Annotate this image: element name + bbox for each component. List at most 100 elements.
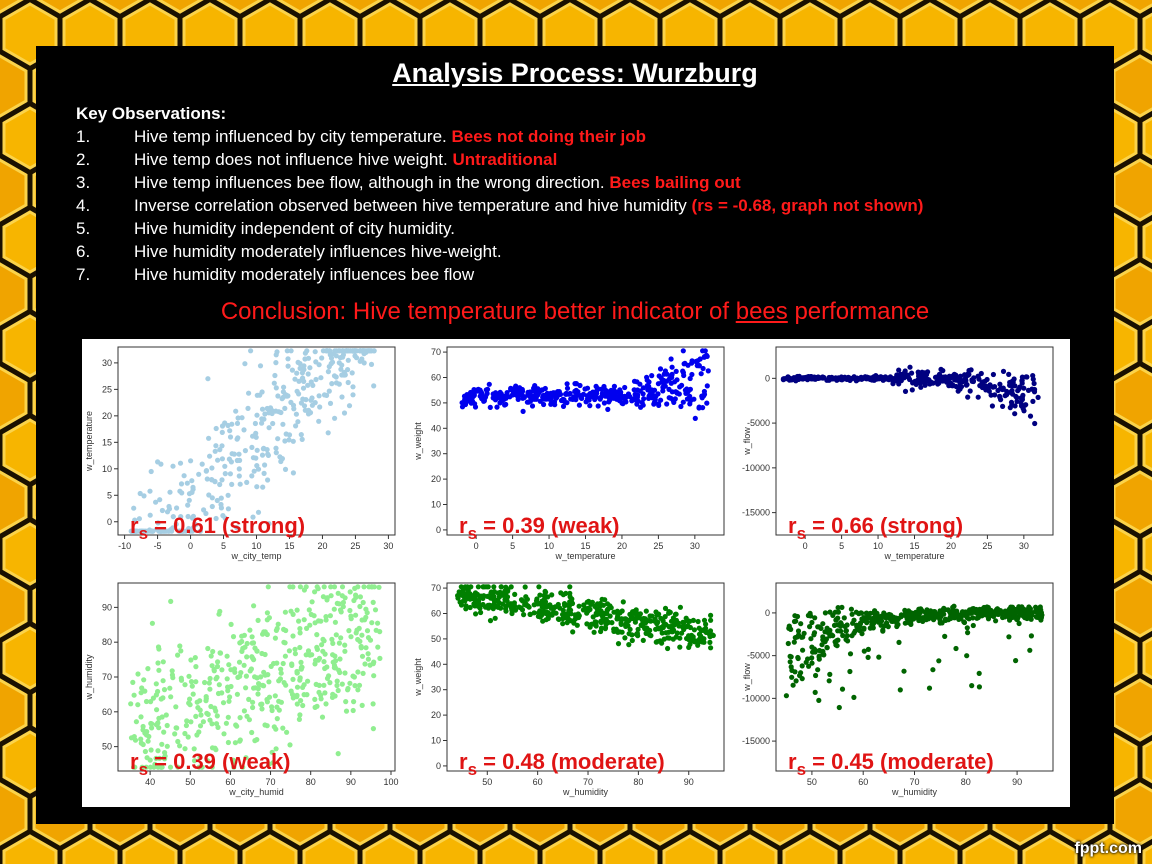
data-point [161, 687, 168, 693]
data-point [138, 714, 144, 720]
data-point [175, 738, 181, 745]
x-tick-label: 70 [909, 777, 919, 787]
data-point [353, 630, 359, 636]
data-point [357, 348, 363, 354]
data-point [1032, 420, 1038, 427]
data-point [193, 679, 199, 685]
data-point [306, 607, 312, 613]
x-tick-label: 40 [145, 777, 155, 787]
data-point [349, 370, 355, 376]
data-point [942, 633, 948, 639]
data-point [341, 410, 348, 416]
data-point [333, 353, 339, 359]
data-point [305, 407, 312, 413]
data-point [321, 584, 327, 590]
data-point [468, 584, 474, 590]
data-point [670, 636, 676, 642]
data-point [685, 389, 691, 395]
data-point [794, 634, 800, 640]
data-point [516, 385, 522, 392]
data-point [377, 655, 383, 661]
data-point [787, 653, 793, 659]
data-point [316, 418, 322, 424]
data-point [987, 383, 994, 389]
data-point [299, 376, 305, 382]
data-point [360, 670, 366, 676]
data-point [545, 594, 551, 600]
data-point [962, 612, 968, 618]
data-point [131, 734, 137, 740]
y-tick-label: 30 [431, 449, 441, 459]
data-point [681, 372, 687, 379]
data-point [473, 611, 479, 617]
data-point [835, 609, 841, 615]
data-point [931, 609, 937, 615]
data-point [521, 612, 527, 618]
data-point [895, 617, 901, 623]
data-point [348, 634, 354, 640]
data-point [666, 635, 672, 641]
data-point [162, 750, 168, 756]
data-point [261, 683, 267, 689]
data-point [635, 398, 641, 404]
data-point [993, 618, 999, 624]
data-point [185, 734, 191, 740]
x-tick-label: 5 [510, 541, 515, 551]
data-point [178, 481, 185, 487]
data-point [259, 650, 265, 657]
data-point [243, 685, 249, 691]
data-point [133, 719, 139, 725]
data-point [229, 421, 235, 427]
data-point [245, 405, 251, 411]
data-point [687, 375, 693, 382]
data-point [611, 383, 617, 389]
data-point [672, 396, 678, 402]
data-point [250, 655, 256, 661]
data-point [652, 397, 658, 403]
data-point [372, 607, 379, 613]
data-point [950, 607, 956, 613]
data-point [833, 617, 839, 623]
data-point [370, 599, 376, 605]
data-point [228, 667, 234, 673]
data-point [193, 664, 199, 670]
data-point [319, 355, 325, 361]
data-point [977, 383, 983, 389]
x-tick-label: 20 [946, 541, 956, 551]
data-point [609, 620, 615, 626]
data-point [218, 495, 224, 501]
data-point [989, 403, 995, 409]
data-point [217, 481, 223, 488]
data-point [829, 632, 835, 638]
data-point [1017, 610, 1023, 616]
data-point [572, 381, 578, 387]
data-point [280, 660, 286, 667]
data-point [909, 370, 915, 376]
data-point [641, 396, 647, 402]
data-point [305, 648, 312, 654]
data-point [312, 589, 318, 595]
data-point [953, 645, 959, 652]
data-point [290, 633, 296, 639]
data-point [210, 648, 216, 655]
data-point [567, 590, 573, 596]
data-point [547, 392, 553, 398]
data-point [222, 463, 228, 469]
data-point [213, 425, 219, 432]
data-point [260, 484, 266, 490]
conclusion-text: Conclusion: Hive temperature better indi… [220, 298, 930, 325]
x-tick-label: 10 [544, 541, 554, 551]
data-point [224, 653, 230, 659]
data-point [329, 636, 335, 642]
data-point [254, 648, 260, 654]
data-point [222, 471, 228, 477]
data-point [624, 393, 630, 400]
scatter-chart-6: 50 60 70 80 90 0 -5000 -10000 -15000 w_humidity w_… [742, 582, 1054, 797]
data-point [261, 470, 267, 476]
data-point [298, 432, 304, 438]
x-tick-label: 70 [266, 777, 276, 787]
data-point [256, 681, 262, 687]
data-point [271, 660, 277, 667]
y-tick-label: 70 [102, 672, 112, 682]
x-tick-label: 90 [1012, 777, 1022, 787]
